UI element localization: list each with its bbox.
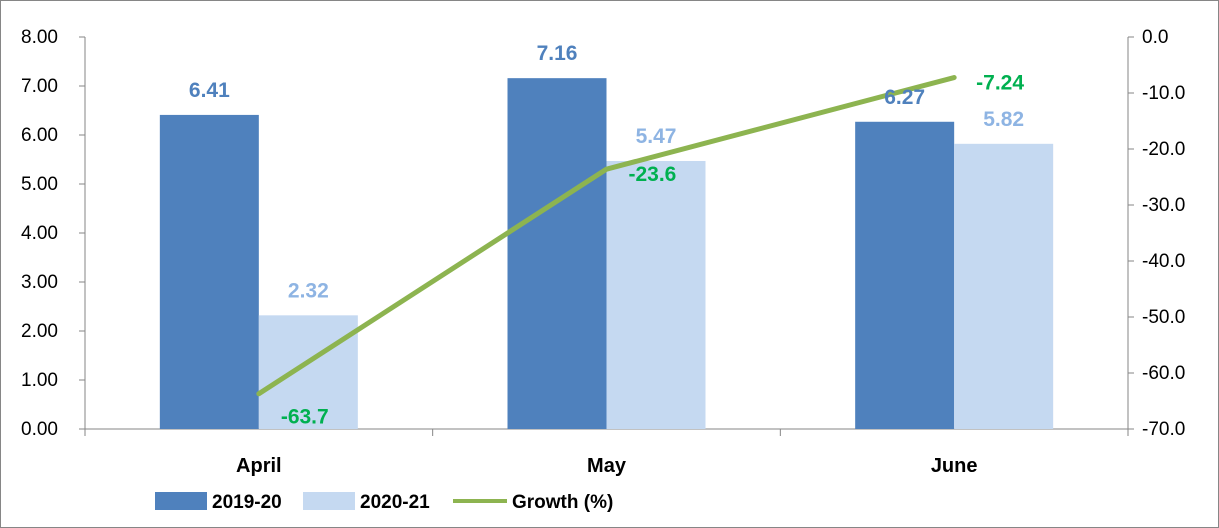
growth-data-label: -23.6 — [629, 163, 677, 186]
left-axis-tick-label: 6.00 — [21, 125, 58, 146]
bar-2020-21 — [606, 160, 706, 429]
bar-2019-20 — [855, 121, 955, 430]
left-axis-tick-label: 4.00 — [21, 223, 58, 244]
x-axis-category-label: April — [236, 455, 282, 477]
growth-line-group — [256, 75, 957, 397]
bar-data-label: 5.82 — [983, 108, 1024, 131]
right-axis-tick-label: 0.0 — [1142, 27, 1168, 48]
x-axis-category-label: May — [587, 455, 627, 477]
right-axis-tick-label: -70.0 — [1142, 419, 1185, 440]
bar-data-label: 2.32 — [288, 279, 329, 302]
bar-data-label: 6.27 — [884, 86, 925, 109]
bar-2020-21 — [258, 315, 358, 429]
data-labels-group: 6.41 7.16 6.27 2.32 5.47 5.82 -63.7 -23.6 -7.24 — [189, 42, 1024, 429]
left-axis-tick-label: 7.00 — [21, 76, 58, 97]
left-axis-tick-label: 2.00 — [21, 321, 58, 342]
left-axis-tick-label: 1.00 — [21, 370, 58, 391]
growth-data-label: -7.24 — [976, 72, 1024, 95]
left-axis-tick-label: 8.00 — [21, 27, 58, 48]
bar-data-label: 6.41 — [189, 79, 230, 102]
bar-data-label: 7.16 — [537, 42, 578, 65]
bar-2019-20 — [507, 78, 607, 429]
growth-data-label: -63.7 — [281, 406, 329, 429]
legend-label-2020-21: 2020-21 — [360, 492, 430, 513]
right-axis-tick-label: -50.0 — [1142, 307, 1185, 328]
x-axis-category-label: June — [931, 455, 978, 477]
right-axis-tick-label: -30.0 — [1142, 195, 1185, 216]
right-axis-tick-label: -60.0 — [1142, 363, 1185, 384]
legend-swatch-2020-21 — [303, 492, 355, 510]
left-axis-tick-label: 5.00 — [21, 174, 58, 195]
legend: 2019-20 2020-21 Growth (%) — [155, 492, 613, 513]
bar-2020-21 — [954, 143, 1054, 429]
bars-group — [159, 78, 1054, 430]
growth-line — [256, 75, 957, 397]
right-axis-tick-label: -40.0 — [1142, 251, 1185, 272]
right-axis-tick-label: -20.0 — [1142, 139, 1185, 160]
left-axis-tick-label: 3.00 — [21, 272, 58, 293]
right-axis-tick-label: -10.0 — [1142, 83, 1185, 104]
legend-label-growth: Growth (%) — [512, 492, 613, 513]
bar-data-label: 5.47 — [636, 125, 677, 148]
legend-label-2019-20: 2019-20 — [212, 492, 282, 513]
axes-group: 0.00 1.00 2.00 3.00 4.00 5.00 6.00 7.00 8.00 -70.… — [21, 27, 1185, 477]
legend-swatch-2019-20 — [155, 492, 207, 510]
bar-2019-20 — [159, 114, 259, 429]
left-axis-tick-label: 0.00 — [21, 419, 58, 440]
